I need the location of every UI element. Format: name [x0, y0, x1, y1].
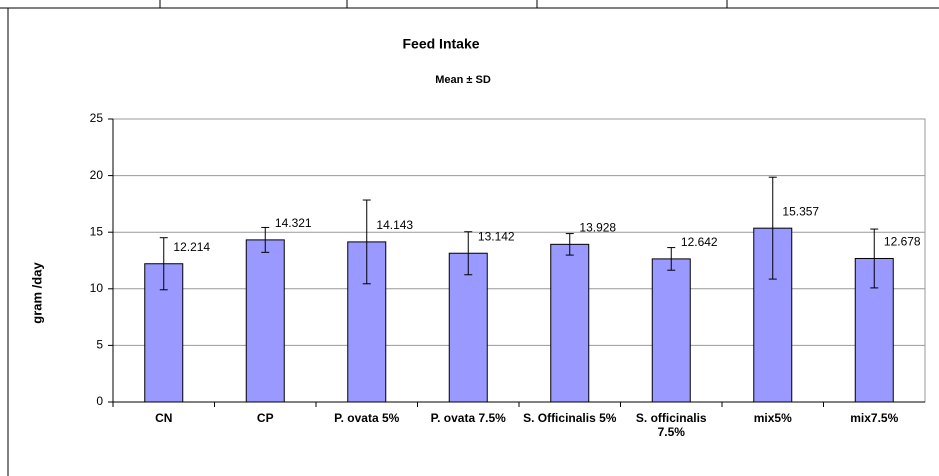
y-tick-label: 10 — [90, 281, 104, 295]
bar — [448, 252, 488, 403]
bar — [245, 239, 285, 403]
x-tick-label: P. ovata 7.5% — [430, 411, 506, 425]
y-tick-label: 25 — [90, 111, 104, 125]
y-axis-label: gram /day — [29, 262, 44, 324]
chart-subtitle: Mean ± SD — [435, 74, 491, 86]
x-tick-label: mix7.5% — [850, 411, 899, 425]
data-label: 14.321 — [275, 216, 312, 230]
data-label: 15.357 — [782, 204, 819, 218]
x-tick-label: mix5% — [753, 411, 792, 425]
data-label: 12.214 — [173, 240, 210, 254]
y-tick-label: 20 — [90, 168, 104, 182]
bar — [651, 258, 691, 403]
y-tick-label: 15 — [90, 224, 104, 238]
x-tick-label: S. Officinalis 5% — [523, 411, 617, 425]
x-tick-label: CN — [155, 411, 173, 425]
plot-area — [112, 118, 926, 403]
bar — [550, 243, 590, 403]
y-tick-label: 5 — [96, 338, 103, 352]
data-label: 12.678 — [884, 235, 921, 249]
x-tick-label: S. officinalis 7.5% — [635, 411, 707, 439]
data-label: 14.143 — [376, 218, 413, 232]
data-label: 12.642 — [681, 235, 718, 249]
chart-title: Feed Intake — [402, 36, 479, 52]
x-tick-label: CP — [256, 411, 274, 425]
data-label: 13.142 — [478, 229, 515, 243]
data-label: 13.928 — [579, 221, 616, 235]
x-tick-label: P. ovata 5% — [334, 411, 400, 425]
y-tick-label: 0 — [96, 394, 103, 408]
